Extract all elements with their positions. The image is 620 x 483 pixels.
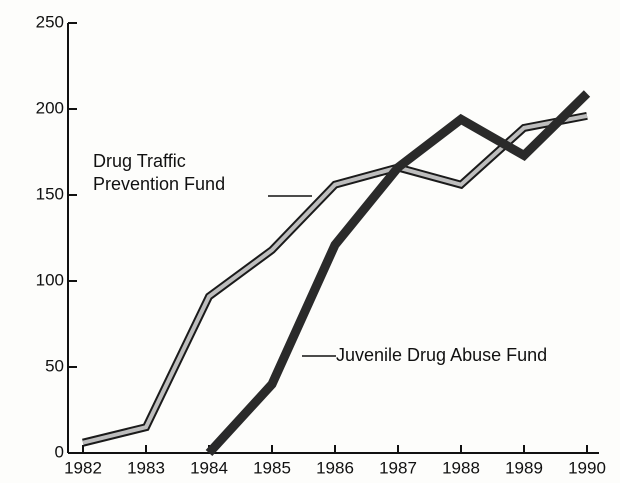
series-label: Drug Traffic Prevention Fund [93, 151, 226, 194]
y-tick-label: 50 [45, 356, 64, 375]
y-tick-label: 100 [36, 270, 64, 289]
y-tick-label: 150 [36, 184, 64, 203]
x-tick-label: 1982 [64, 458, 102, 477]
x-tick-label: 1984 [190, 458, 228, 477]
x-tick-label: 1989 [505, 458, 543, 477]
y-tick-label: 200 [36, 98, 64, 117]
x-tick-label: 1988 [442, 458, 480, 477]
y-tick-label: 250 [36, 12, 64, 31]
x-tick-label: 1985 [253, 458, 291, 477]
series-label: Juvenile Drug Abuse Fund [336, 345, 548, 365]
x-tick-label: 1990 [568, 458, 606, 477]
x-tick-label: 1983 [127, 458, 165, 477]
y-tick-label: 0 [55, 442, 64, 461]
series-line [205, 90, 591, 457]
x-tick-label: 1986 [316, 458, 354, 477]
x-tick-label: 1987 [379, 458, 417, 477]
